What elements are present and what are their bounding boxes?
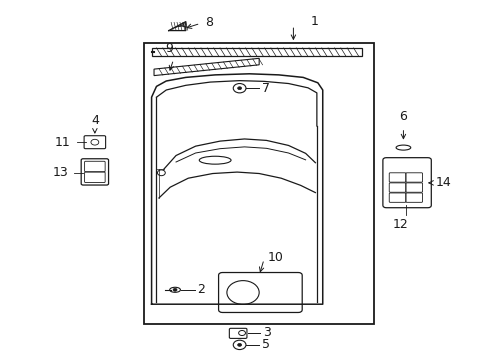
Text: 9: 9 bbox=[164, 42, 172, 55]
Bar bbox=[144, 43, 373, 324]
Circle shape bbox=[237, 343, 241, 346]
Text: 13: 13 bbox=[53, 166, 68, 179]
Text: 2: 2 bbox=[197, 283, 204, 296]
Text: 5: 5 bbox=[261, 338, 269, 351]
Text: 14: 14 bbox=[434, 176, 450, 189]
Text: 8: 8 bbox=[205, 16, 213, 29]
Text: 10: 10 bbox=[267, 251, 283, 264]
Text: 11: 11 bbox=[55, 136, 71, 149]
Circle shape bbox=[173, 288, 177, 291]
Text: 12: 12 bbox=[392, 218, 408, 231]
Text: 3: 3 bbox=[262, 327, 270, 339]
Circle shape bbox=[237, 87, 241, 90]
Text: 4: 4 bbox=[91, 114, 99, 127]
Text: 7: 7 bbox=[261, 82, 269, 95]
Text: 1: 1 bbox=[310, 15, 318, 28]
Bar bbox=[151, 48, 361, 56]
Text: 6: 6 bbox=[399, 110, 407, 123]
